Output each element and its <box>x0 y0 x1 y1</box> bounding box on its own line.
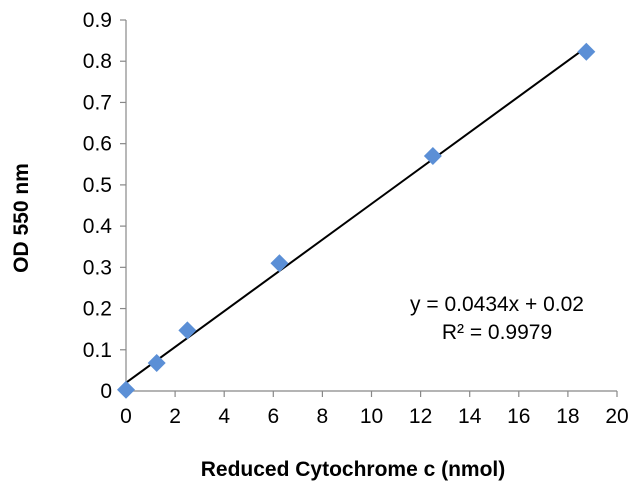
y-tick-label: 0 <box>100 380 112 403</box>
y-tick-label: 0.4 <box>83 215 113 238</box>
x-tick-label: 0 <box>120 405 132 428</box>
x-tick-label: 8 <box>317 405 329 428</box>
x-tick-label: 20 <box>605 405 628 428</box>
data-point <box>423 147 442 166</box>
trendline <box>125 46 587 384</box>
x-tick-label: 10 <box>360 405 383 428</box>
data-points <box>117 42 596 399</box>
data-point <box>270 254 289 273</box>
x-tick-label: 4 <box>218 405 230 428</box>
x-tick-label: 18 <box>556 405 579 428</box>
y-tick-label: 0.6 <box>83 133 112 156</box>
y-axis-title: OD 550 nm <box>10 163 33 273</box>
y-tick-label: 0.8 <box>83 50 112 73</box>
data-point <box>117 380 135 399</box>
x-tick-label: 12 <box>409 405 432 428</box>
x-axis-title: Reduced Cytochrome c (nmol) <box>201 458 506 481</box>
y-tick-label: 0.7 <box>83 91 112 114</box>
x-tick-label: 14 <box>458 405 482 428</box>
x-tick-label: 16 <box>507 405 530 428</box>
y-tick-label: 0.2 <box>83 298 112 321</box>
y-tick-label: 0.3 <box>83 256 112 279</box>
trendline-equation: y = 0.0434x + 0.02 <box>410 293 584 316</box>
data-point <box>577 42 596 61</box>
x-tick-label: 6 <box>267 405 279 428</box>
x-axis-ticks: 0 2 4 6 8 10 12 14 16 18 20 <box>120 391 629 428</box>
x-tick-label: 2 <box>169 405 181 428</box>
y-tick-label: 0.1 <box>83 339 112 362</box>
data-point <box>178 321 197 340</box>
y-tick-label: 0.9 <box>83 9 112 32</box>
y-axis-ticks: 0 0.1 0.2 0.3 0.4 0.5 0.6 0.7 0.8 0.9 <box>83 9 126 403</box>
trendline-group <box>125 46 587 384</box>
trendline-r-squared: R² = 0.9979 <box>442 321 552 344</box>
data-point <box>147 353 166 372</box>
y-tick-label: 0.5 <box>83 174 112 197</box>
